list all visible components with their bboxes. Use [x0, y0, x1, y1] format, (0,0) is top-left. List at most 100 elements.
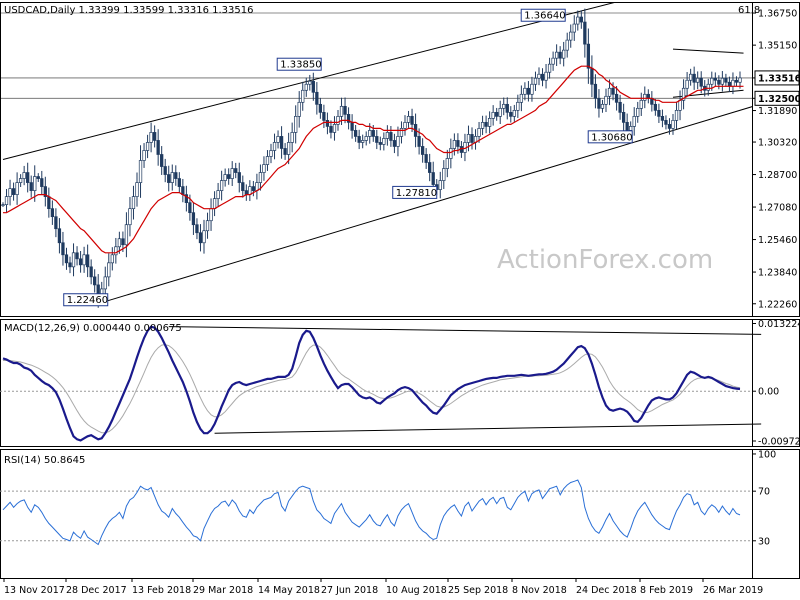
x-axis: 13 Nov 2017 28 Dec 2017 13 Feb 2018 29 Mar …	[3, 578, 763, 596]
price-bar-body	[678, 99, 682, 111]
price-bar-body	[61, 242, 65, 256]
price-y-tick-label: 1.36750	[758, 9, 797, 20]
price-bar-body	[18, 178, 23, 183]
price-bar-body	[103, 276, 107, 290]
price-bar-body	[297, 101, 301, 117]
price-bar-body	[332, 124, 337, 133]
rsi-label: RSI(14) 50.8645	[4, 455, 85, 466]
price-bar-body	[152, 132, 157, 141]
price-bar-body	[713, 77, 717, 81]
price-bar-body	[237, 172, 241, 183]
price-bar-body	[283, 148, 287, 155]
price-bar-body	[170, 172, 174, 183]
x-tick-label: 28 Dec 2017	[66, 585, 127, 596]
price-bar-body	[540, 73, 545, 81]
price-bar-body	[710, 77, 714, 85]
price-bar-body	[361, 140, 365, 143]
price-bar-body	[618, 101, 622, 113]
price-bar-body	[223, 174, 227, 181]
price-bar-body	[724, 77, 728, 83]
price-bar-body	[82, 254, 86, 266]
price-plot-area	[1, 3, 752, 308]
price-bar-body	[530, 83, 534, 95]
price-bar-body	[449, 148, 453, 159]
price-bar-body	[234, 168, 238, 173]
price-bar-body	[294, 116, 298, 133]
price-bar-body	[629, 126, 633, 131]
price-bar-body	[734, 79, 739, 83]
price-bar-body	[114, 246, 118, 256]
sma-line	[3, 65, 744, 254]
price-bar-body	[625, 122, 629, 131]
price-bar-body	[660, 116, 665, 121]
price-y-tick-label: 1.28700	[758, 170, 797, 181]
price-bar-body	[551, 57, 555, 65]
price-bar-body	[498, 107, 502, 117]
price-bar-body	[124, 224, 129, 246]
price-bar-body	[251, 186, 256, 191]
price-bar-body	[336, 116, 340, 125]
price-bar-body	[142, 150, 146, 161]
callout-label: 1.36640	[524, 11, 565, 22]
x-tick-label: 8 Nov 2018	[512, 585, 567, 596]
price-bar-body	[639, 99, 643, 109]
price-bar-body	[318, 103, 323, 113]
price-bar-body	[188, 202, 192, 214]
price-bar-body	[727, 81, 732, 87]
price-bar-body	[36, 176, 40, 179]
price-bar-body	[329, 126, 333, 133]
price-bar-body	[653, 103, 658, 111]
price-bar-body	[593, 83, 598, 99]
price-bar-body	[590, 67, 594, 85]
price-bar-body	[4, 196, 9, 205]
price-bar-body	[681, 87, 686, 101]
price-bar-body	[495, 112, 499, 117]
price-bar-body	[308, 80, 312, 85]
price-bar-body	[212, 198, 217, 210]
price-bar-body	[375, 136, 379, 143]
price-bar-body	[600, 103, 605, 109]
price-bar-body	[47, 196, 51, 210]
price-bar-body	[241, 182, 245, 191]
price-bar-body	[491, 112, 495, 119]
price-bar-body	[71, 252, 76, 268]
rsi-y-tick-label: 70	[758, 487, 770, 498]
price-bar-body	[205, 220, 210, 232]
price-bar-body	[632, 116, 636, 127]
price-bar-body	[8, 188, 12, 197]
price-bar-body	[509, 112, 513, 117]
price-bar-body	[315, 91, 319, 105]
price-bar-body	[614, 93, 619, 103]
price-bar-body	[484, 122, 488, 127]
price-bar-body	[657, 109, 661, 117]
price-y-tick-label: 1.35150	[758, 41, 797, 52]
price-y-tick-label: 1.27080	[758, 203, 797, 214]
price-bar-body	[502, 103, 506, 109]
price-bar-body	[33, 176, 37, 191]
price-bar-body	[692, 73, 696, 83]
price-bar-body	[138, 160, 143, 183]
x-tick-label: 10 Aug 2018	[386, 585, 447, 596]
x-tick-label: 24 Dec 2018	[576, 585, 637, 596]
price-bar-body	[438, 180, 442, 190]
price-bar-body	[262, 164, 266, 173]
price-bar-body	[78, 258, 83, 266]
price-bar-body	[272, 142, 277, 151]
price-bar-body	[1, 204, 5, 206]
price-bar-body	[167, 174, 171, 183]
price-bar-body	[121, 238, 125, 246]
callout-label: 1.30680	[591, 132, 632, 143]
macd-label: MACD(12,26,9) 0.000440 0.000675	[4, 323, 182, 334]
price-bar-body	[110, 254, 114, 264]
price-bar-body	[26, 172, 30, 183]
price-y-tick-label: 1.30320	[758, 138, 797, 149]
price-bar-body	[720, 77, 725, 85]
price-bar-body	[526, 87, 531, 95]
price-bar-body	[544, 71, 548, 81]
price-bar-body	[198, 232, 203, 244]
price-bar-body	[696, 77, 700, 83]
rsi-y-tick-label: 30	[758, 536, 770, 547]
price-bar-body	[604, 95, 608, 105]
price-bar-body	[420, 146, 425, 155]
